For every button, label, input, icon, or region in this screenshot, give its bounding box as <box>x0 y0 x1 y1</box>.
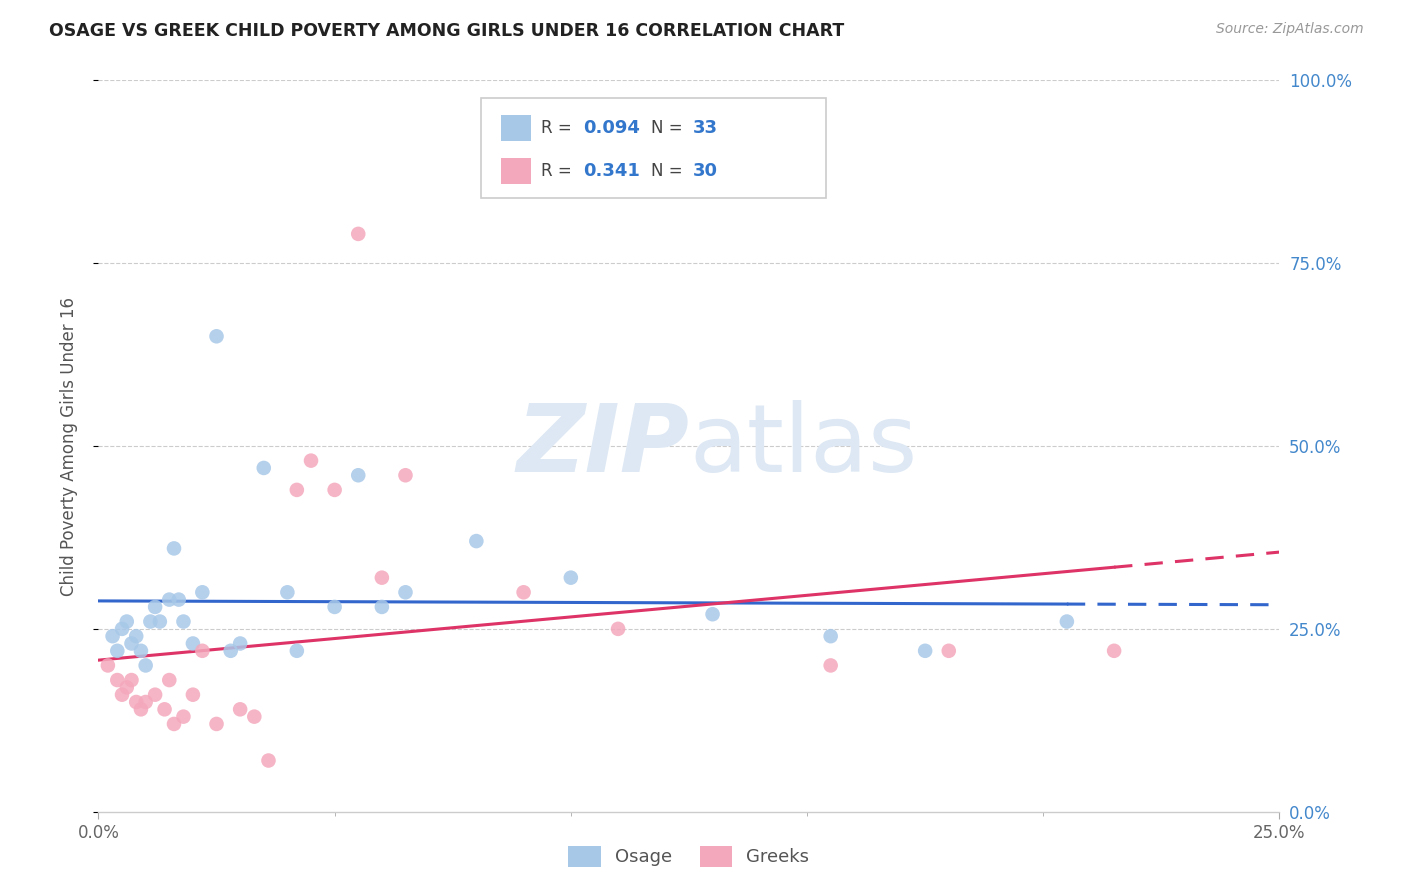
Point <box>938 644 960 658</box>
Point <box>97 658 120 673</box>
Point <box>205 329 228 343</box>
Point <box>139 615 162 629</box>
Point <box>465 534 488 549</box>
Text: R =: R = <box>541 119 576 136</box>
Point <box>229 636 252 650</box>
Text: 33: 33 <box>693 119 718 136</box>
Text: 30: 30 <box>693 161 718 180</box>
Point <box>253 461 276 475</box>
Point <box>371 571 394 585</box>
Point <box>135 695 157 709</box>
Point <box>163 717 186 731</box>
Point <box>347 227 370 241</box>
Point <box>285 644 308 658</box>
Point <box>172 615 194 629</box>
Point <box>172 709 194 723</box>
Point <box>143 599 166 614</box>
Point <box>125 695 148 709</box>
Point <box>181 688 204 702</box>
Point <box>229 702 252 716</box>
Point <box>153 702 176 716</box>
Point <box>371 599 394 614</box>
Text: N =: N = <box>651 119 688 136</box>
Text: 0.341: 0.341 <box>583 161 640 180</box>
Point <box>121 673 143 687</box>
Point <box>394 468 416 483</box>
Text: R =: R = <box>541 161 576 180</box>
Point <box>607 622 630 636</box>
Point <box>115 615 138 629</box>
Point <box>191 585 214 599</box>
Point <box>394 585 416 599</box>
Point <box>914 644 936 658</box>
Point <box>129 644 152 658</box>
Point <box>121 636 143 650</box>
Point <box>163 541 186 556</box>
Point <box>243 709 266 723</box>
Point <box>157 592 180 607</box>
Point <box>101 629 124 643</box>
Point <box>323 599 346 614</box>
Point <box>111 622 134 636</box>
Point <box>702 607 724 622</box>
Point <box>115 681 138 695</box>
Legend: Osage, Greeks: Osage, Greeks <box>560 837 818 876</box>
Point <box>111 688 134 702</box>
Point <box>323 483 346 497</box>
Point <box>285 483 308 497</box>
Point <box>149 615 172 629</box>
Point <box>181 636 204 650</box>
Point <box>105 673 128 687</box>
Text: N =: N = <box>651 161 688 180</box>
Y-axis label: Child Poverty Among Girls Under 16: Child Poverty Among Girls Under 16 <box>59 296 77 596</box>
Point <box>143 688 166 702</box>
Text: 0.094: 0.094 <box>583 119 640 136</box>
Text: atlas: atlas <box>689 400 917 492</box>
Point <box>347 468 370 483</box>
Point <box>167 592 190 607</box>
Point <box>135 658 157 673</box>
Point <box>1102 644 1125 658</box>
Point <box>157 673 180 687</box>
Point <box>129 702 152 716</box>
Text: OSAGE VS GREEK CHILD POVERTY AMONG GIRLS UNDER 16 CORRELATION CHART: OSAGE VS GREEK CHILD POVERTY AMONG GIRLS… <box>49 22 845 40</box>
Point <box>205 717 228 731</box>
Point <box>125 629 148 643</box>
Text: ZIP: ZIP <box>516 400 689 492</box>
Point <box>276 585 298 599</box>
Point <box>257 754 280 768</box>
Text: Source: ZipAtlas.com: Source: ZipAtlas.com <box>1216 22 1364 37</box>
Point <box>191 644 214 658</box>
Point <box>820 658 842 673</box>
Point <box>560 571 582 585</box>
Point <box>1056 615 1078 629</box>
Point <box>299 453 322 467</box>
Point <box>105 644 128 658</box>
Point <box>512 585 534 599</box>
Point <box>219 644 242 658</box>
Point <box>820 629 842 643</box>
